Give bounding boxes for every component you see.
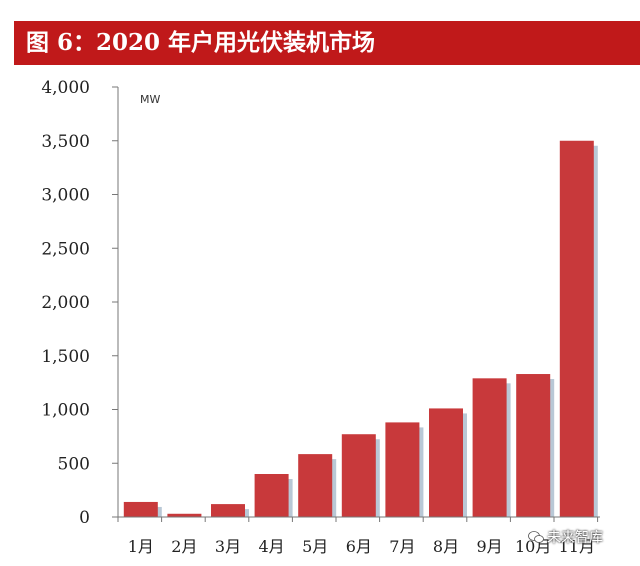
y-tick-label: 3,500 — [41, 132, 90, 152]
y-tick-label: 1,500 — [41, 347, 90, 367]
y-tick-label: 1,000 — [41, 401, 90, 421]
y-tick-label: 500 — [58, 454, 90, 474]
y-tick-label: 2,500 — [41, 239, 90, 259]
watermark: 未来智库 — [528, 527, 603, 547]
bar — [472, 378, 507, 517]
y-tick-label: 2,000 — [41, 293, 90, 313]
x-tick-label: 11月 — [559, 537, 595, 556]
bar — [385, 422, 420, 517]
x-tick-label: 2月 — [171, 537, 197, 556]
watermark-text: 未来智库 — [547, 530, 603, 546]
x-tick-label: 7月 — [389, 537, 415, 556]
y-tick-label: 3,000 — [41, 186, 90, 206]
x-tick-label: 9月 — [477, 537, 503, 556]
bar — [559, 140, 594, 517]
x-tick-label: 5月 — [302, 537, 328, 556]
bar — [341, 434, 376, 517]
x-tick-label: 1月 — [128, 537, 154, 556]
chart-title: 图 6：2020 年户用光伏装机市场 — [14, 21, 640, 65]
bar — [123, 501, 158, 517]
unit-label: MW — [140, 93, 160, 106]
x-tick-label: 3月 — [215, 537, 241, 556]
bar — [429, 408, 463, 517]
bar — [254, 474, 289, 517]
bar — [211, 504, 245, 517]
x-tick-label: 4月 — [259, 537, 285, 556]
bar — [516, 374, 551, 517]
wechat-icon — [528, 531, 544, 543]
bar — [167, 513, 202, 517]
y-tick-label: 4,000 — [41, 78, 90, 98]
bar — [298, 454, 333, 517]
x-tick-label: 8月 — [433, 537, 459, 556]
x-tick-label: 6月 — [346, 537, 372, 556]
y-tick-label: 0 — [79, 508, 90, 528]
